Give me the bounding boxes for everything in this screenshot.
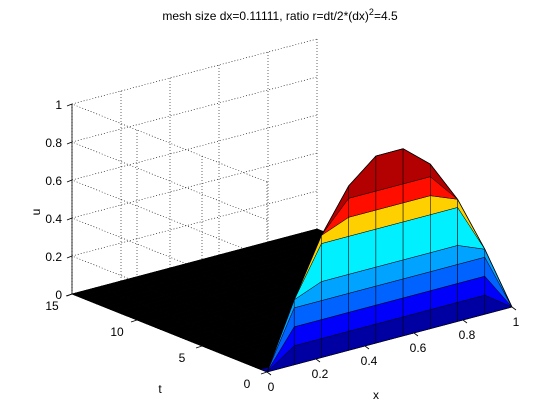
surface-front-band: [430, 207, 458, 253]
grid-back-wall-z-line: [71, 38, 318, 105]
z-tick-mark: [66, 141, 73, 145]
chart-title-main: mesh size dx=0.11111, ratio r=dt/2*(dx): [162, 9, 369, 23]
z-tick-label: 0.8: [45, 136, 62, 150]
surface-front-band: [402, 214, 431, 261]
x-tick-mark: [511, 306, 517, 311]
grid-back-wall-z-line: [71, 76, 318, 143]
y-axis-label: t: [158, 382, 162, 396]
z-tick-mark: [66, 255, 73, 259]
z-tick-mark: [66, 217, 73, 221]
t-tick-label: 5: [179, 351, 186, 365]
t-tick-mark: [260, 371, 268, 375]
grid-left-wall-z-line: [71, 217, 268, 297]
x-tick-label: 1: [513, 315, 520, 329]
t-tick-mark: [195, 345, 203, 349]
x-tick-mark: [364, 345, 370, 350]
t-tick-label: 10: [110, 325, 124, 339]
z-tick-label: 0.6: [45, 174, 62, 188]
z-axis-label: u: [29, 209, 43, 216]
chart-title: mesh size dx=0.11111, ratio r=dt/2*(dx)2…: [162, 7, 398, 23]
z-tick-mark: [66, 103, 73, 107]
x-tick-mark: [462, 319, 468, 324]
surface-front-outline: [266, 148, 513, 373]
grid-left-wall-z-line: [71, 179, 268, 259]
z-tick-mark: [66, 293, 73, 297]
x-tick-mark: [266, 371, 272, 376]
grid-left-wall-z-line: [71, 103, 268, 183]
t-tick-label: 0: [244, 377, 251, 391]
chart-title-tail: =4.5: [374, 9, 398, 23]
t-tick-label: 15: [45, 299, 59, 313]
surface-layer: [71, 148, 513, 373]
z-tick-label: 0.4: [45, 212, 62, 226]
t-tick-mark: [130, 319, 138, 323]
surface-front-band: [375, 221, 404, 268]
grid-back-wall-z-line: [71, 152, 318, 219]
x-tick-label: 0.2: [312, 367, 329, 381]
grid-left-wall-z-line: [71, 141, 268, 221]
x-axis-label: x: [373, 388, 379, 402]
x-tick-mark: [315, 358, 321, 363]
grid-back-wall-z-line: [71, 190, 318, 257]
x-tick-label: 0.4: [361, 354, 378, 368]
surface-front-band: [321, 236, 349, 282]
x-tick-mark: [413, 332, 419, 337]
z-tick-mark: [66, 179, 73, 183]
x-tick-label: 0.6: [410, 341, 427, 355]
grid-back-wall-z-line: [71, 114, 318, 181]
z-tick-label: 0: [55, 288, 62, 302]
z-tick-label: 0.2: [45, 250, 62, 264]
chart-title-superscript: 2: [369, 7, 374, 17]
surface-front-band: [348, 228, 377, 275]
z-tick-label: 1: [55, 98, 62, 112]
x-tick-label: 0.8: [459, 328, 476, 342]
x-tick-label: 0: [268, 380, 275, 394]
